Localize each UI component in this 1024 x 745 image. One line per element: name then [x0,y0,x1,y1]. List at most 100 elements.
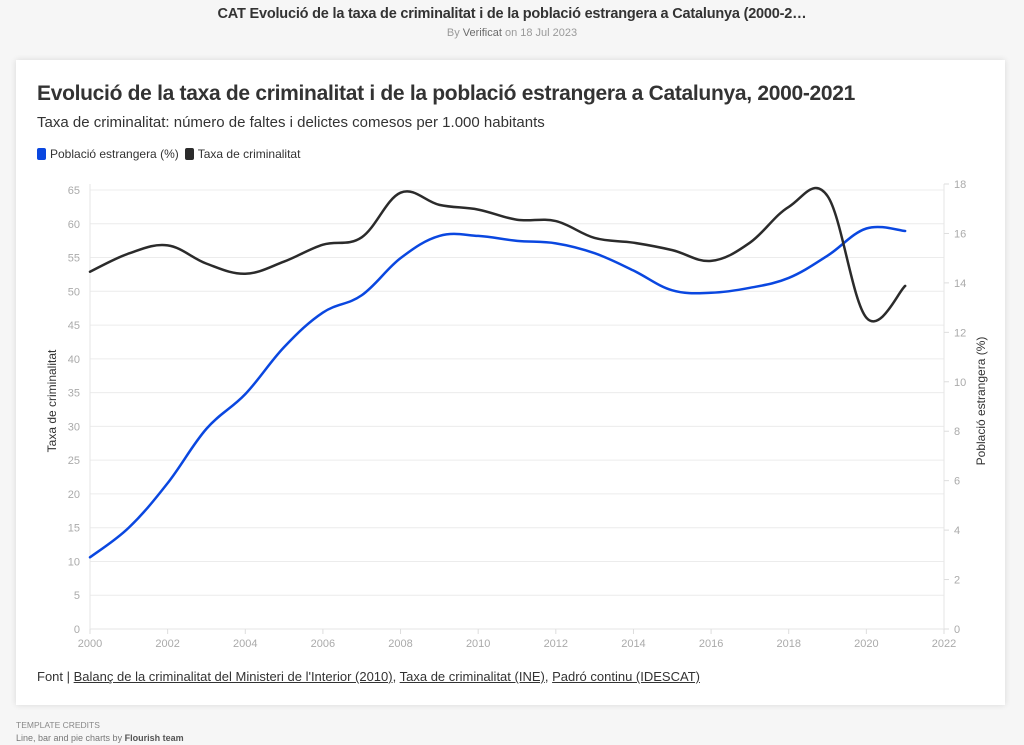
legend-swatch-taxa [184,148,194,160]
data-point [165,480,171,486]
data-point [863,315,869,321]
series-lines [87,186,908,560]
data-point [708,258,714,264]
chart-card: Evolució de la taxa de criminalitat i de… [16,60,1005,705]
legend-label-taxa: Taxa de criminalitat [197,147,301,161]
x-tick-label: 2004 [233,638,257,650]
data-point [203,261,209,267]
y-tick-label: 45 [68,320,80,332]
data-point [398,255,404,261]
y-tick-label: 50 [68,286,80,298]
legend-swatch-poblacio [37,148,46,160]
y-axis-left: 0 5 10 15 20 25 30 35 40 45 50 55 60 65 [68,184,91,636]
source-link-idescat[interactable]: Padró continu (IDESCAT) [552,669,700,684]
legend-item-taxa[interactable]: Taxa de criminalitat [184,147,301,161]
data-point [126,250,132,256]
x-tick-label: 2010 [466,638,490,650]
data-point [553,218,559,224]
data-point [165,242,171,248]
data-point [786,275,792,281]
data-point [126,525,132,531]
data-point [436,202,442,208]
y2-tick-label: 16 [954,228,966,240]
data-point [87,269,93,275]
x-tick-label: 2020 [854,638,878,650]
y-tick-label: 30 [68,421,80,433]
page-header: CAT Evolució de la taxa de criminalitat … [0,0,1024,39]
data-point [514,217,520,223]
chart-title: Evolució de la taxa de criminalitat i de… [37,82,856,105]
data-point [708,290,714,296]
y2-tick-label: 2 [954,575,960,587]
credits-team-link[interactable]: Flourish team [124,733,184,743]
y-tick-label: 15 [68,523,80,535]
x-tick-label: 2014 [621,638,645,650]
source-prefix: Font | [37,669,71,684]
y-tick-label: 35 [68,388,80,400]
data-point [320,242,326,248]
separator: , [544,669,549,684]
data-point [786,204,792,210]
author-link[interactable]: Verificat [462,27,502,39]
source-link-ine[interactable]: Taxa de criminalitat (INE) [399,669,545,684]
y2-tick-label: 12 [954,327,966,339]
data-point [242,391,248,397]
chart-subtitle: Taxa de criminalitat: número de faltes i… [37,114,545,131]
gridlines [90,189,944,630]
y-tick-label: 20 [68,489,80,501]
credits-text: Line, bar and pie charts by Flourish tea… [16,732,184,745]
y2-tick-label: 18 [954,179,966,191]
template-credits: Template credits Line, bar and pie chart… [16,719,184,745]
y2-tick-label: 4 [954,525,960,537]
data-point [902,228,908,234]
data-point [863,226,869,232]
legend-label-poblacio: Població estrangera (%) [50,147,179,161]
y-tick-label: 60 [68,219,80,231]
data-point [475,233,481,239]
x-axis: 2000 2002 2004 2006 2008 2010 2012 2014 2016 2018… [78,628,956,650]
data-point [825,193,831,199]
data-point [436,233,442,239]
data-point [553,240,559,246]
data-point [669,287,675,293]
x-tick-label: 2006 [311,638,335,650]
y-tick-label: 40 [68,354,80,366]
source-link-ministeri[interactable]: Balanç de la criminalitat del Ministeri … [73,669,393,684]
data-point [747,240,753,246]
y-tick-label: 5 [74,590,80,602]
data-point [475,207,481,213]
data-point [281,344,287,350]
data-point [359,234,365,240]
y2-tick-label: 8 [954,426,960,438]
data-point [630,268,636,274]
y-tick-label: 55 [68,253,80,265]
page-title: CAT Evolució de la taxa de criminalitat … [217,6,807,22]
y-tick-label: 10 [68,556,80,568]
byline-prefix: By [446,27,460,39]
data-point [242,271,248,277]
data-point [320,310,326,316]
separator: , [392,669,397,684]
data-point [514,238,520,244]
data-point [747,285,753,291]
series-line-poblacio-estrangera [88,225,907,559]
credits-text-prefix: Line, bar and pie charts by [16,733,123,743]
data-point [902,283,908,289]
y-tick-label: 0 [74,624,80,636]
data-point [592,250,598,256]
y2-tick-label: 10 [954,377,966,389]
source-note: Font | Balanç de la criminalitat del Min… [37,669,700,684]
y2-axis-title: Població estrangera (%) [974,337,988,466]
y-tick-label: 25 [68,455,80,467]
legend: Població estrangera (%) Taxa de criminal… [37,147,306,161]
legend-item-poblacio[interactable]: Població estrangera (%) [37,147,179,161]
data-point [87,554,93,560]
data-point [203,426,209,432]
y2-tick-label: 6 [954,476,960,488]
y-axis-title: Taxa de criminalitat [45,349,59,452]
x-tick-label: 2008 [388,638,412,650]
x-tick-label: 2022 [932,638,956,650]
line-chart: 0 5 10 15 20 25 30 35 40 45 50 55 60 65 0 2 4 6 8 10 12 14 16… [45,179,988,650]
y2-tick-label: 14 [954,278,966,290]
series-line-taxa-criminalitat [88,186,907,323]
